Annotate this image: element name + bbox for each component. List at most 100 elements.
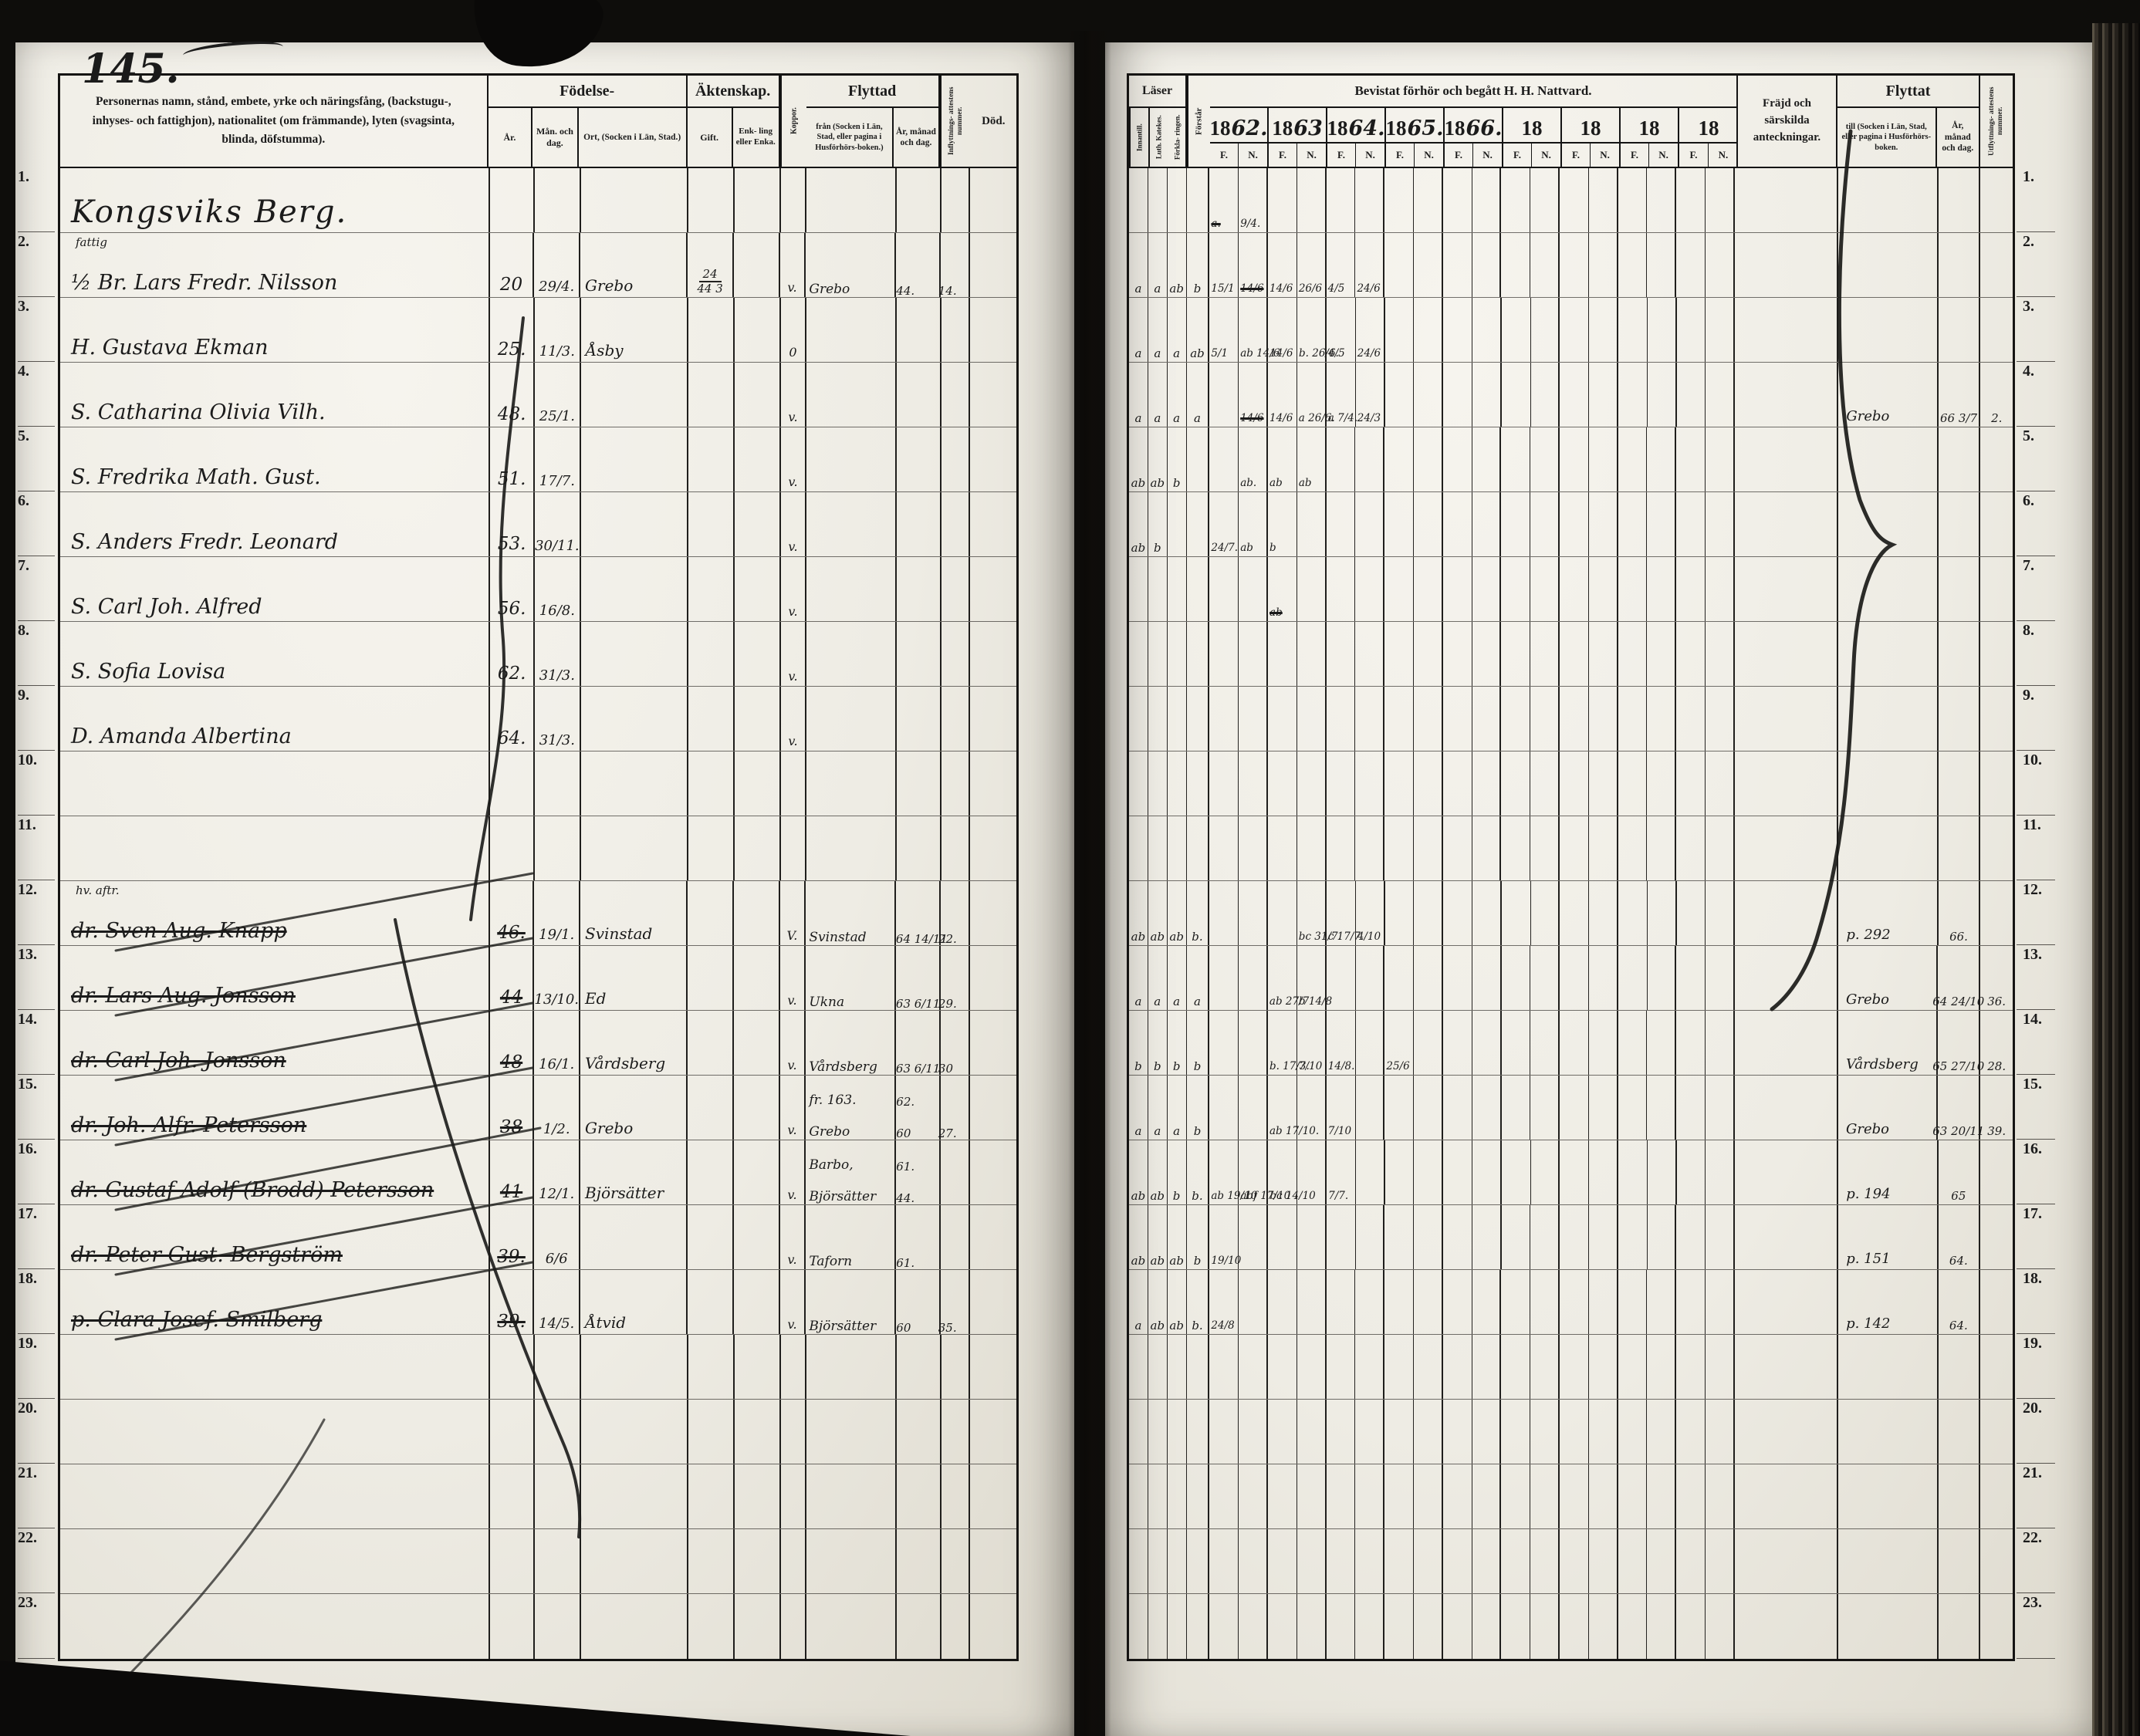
person-name: dr. Gustaf Adolf (Brodd) Petersson [71, 1178, 434, 1202]
reads-mark: a [1168, 298, 1187, 362]
birth-year: 44 [490, 946, 535, 1010]
communion-mark [1530, 1529, 1560, 1593]
reads-mark: b [1168, 427, 1187, 491]
movedin-entry: Björsätter 44. [806, 1173, 969, 1204]
communion-mark: 14/6 [1268, 233, 1297, 297]
communion-mark [1648, 881, 1677, 945]
understands-mark [1187, 168, 1210, 232]
communion-mark [1560, 946, 1589, 1010]
smallpox-mark [781, 168, 807, 232]
table-row: 22. [1129, 1529, 2055, 1594]
smallpox-mark [781, 1529, 807, 1593]
communion-year-col: 18 63 F. N. [1269, 108, 1327, 167]
understands-mark [1187, 1529, 1210, 1593]
communion-mark [1618, 298, 1648, 362]
year-printed: 18 [1209, 117, 1231, 140]
movedout-to-place: p. 142 [1838, 1270, 1939, 1334]
communion-mark [1589, 1400, 1618, 1464]
movedout-cert-number [1980, 492, 2013, 556]
row-number: 23. [2017, 1594, 2055, 1659]
birth-year: 51. [490, 427, 536, 491]
widow-cell [735, 492, 781, 556]
widow-cell [734, 881, 780, 945]
conduct-cell [1735, 1529, 1839, 1593]
col-group-communion-title: Bevistat förhör och begått H. H. Nattvar… [1210, 76, 1736, 108]
understands-mark: b [1187, 233, 1210, 297]
movedin-block: Grebo 44. 14. [806, 233, 971, 298]
row-number: 2. [2017, 233, 2055, 297]
communion-mark [1297, 1400, 1327, 1464]
reads-mark [1168, 1335, 1187, 1399]
communion-mark [1706, 557, 1735, 621]
table-row: 10. [18, 751, 1016, 816]
birth-year: 25. [490, 298, 536, 362]
movedout-cert-number [1980, 622, 2013, 686]
row-number: 2. [18, 233, 55, 297]
communion-mark [1589, 557, 1618, 621]
movedout-to-place: Grebo [1838, 363, 1939, 427]
communion-mark [1502, 1076, 1531, 1140]
movedout-to-place [1838, 233, 1939, 297]
communion-mark [1618, 816, 1648, 880]
communion-mark [1443, 363, 1472, 427]
communion-mark [1706, 233, 1735, 297]
communion-mark [1530, 687, 1560, 751]
widow-cell [735, 622, 781, 686]
person-name: dr. Peter Gust. Bergström [71, 1243, 343, 1267]
communion-mark [1530, 622, 1560, 686]
communion-mark [1647, 1335, 1677, 1399]
communion-mark: 15/1 [1209, 233, 1239, 297]
communion-mark [1472, 687, 1502, 751]
communion-mark [1589, 233, 1618, 297]
fn-label: N. [1600, 149, 1610, 160]
communion-mark [1560, 751, 1589, 816]
communion-mark [1589, 168, 1618, 232]
communion-mark [1706, 1140, 1736, 1204]
reads-mark [1168, 1464, 1187, 1528]
communion-mark: b [1268, 492, 1297, 556]
year-written: 64. [1348, 117, 1385, 140]
conduct-cell [1735, 557, 1839, 621]
birth-monthday [535, 1400, 581, 1464]
name-cell [60, 1400, 491, 1464]
death-cell [970, 1464, 1016, 1528]
movedin-from-place: Vårdsberg [809, 1059, 877, 1076]
movedout-cert-number: 36. [1987, 994, 2006, 1008]
communion-year-col: 18 62. F. N. [1210, 108, 1269, 167]
communion-mark: c 17/7. [1327, 881, 1364, 945]
communion-mark [1268, 1464, 1297, 1528]
movedin-block: Svinstad 64 14/11 22. [806, 881, 971, 945]
communion-mark [1239, 1464, 1269, 1528]
movedout-date: 63 20/11 [1932, 1076, 1984, 1140]
movedout-date [1939, 427, 1981, 491]
movedin-date: 61. [896, 1159, 915, 1174]
row-number: 19. [2017, 1335, 2055, 1399]
table-row: ab ab b ab. ab ab 5. [1129, 427, 2055, 492]
fn-label: F. [1621, 144, 1650, 167]
movedin-from-place: Grebo [809, 282, 850, 298]
communion-mark [1414, 168, 1443, 232]
marriage-cell [688, 1011, 734, 1075]
communion-mark [1268, 1529, 1297, 1593]
row-number: 6. [2017, 492, 2055, 556]
movedout-to-place [1838, 1464, 1939, 1528]
communion-mark [1530, 427, 1560, 491]
marriage-cell [688, 427, 735, 491]
communion-mark: 7/10 [1297, 1011, 1327, 1075]
communion-mark [1501, 622, 1531, 686]
table-row: 3. H. Gustava Ekman 25. 11/3. Åsby 0 [18, 298, 1016, 363]
birth-place [581, 1335, 689, 1399]
reads-mark [1168, 687, 1187, 751]
table-row: 20. [1129, 1400, 2055, 1464]
row-number: 13. [18, 946, 55, 1010]
birth-monthday: 13/10. [534, 946, 581, 1010]
col-header-conduct: Fräjd och särskilda anteckningar. [1738, 76, 1837, 167]
movedout-cert-number [1980, 816, 2013, 880]
birth-place [581, 557, 689, 621]
reads-mark: ab [1168, 881, 1187, 945]
marriage-cell [688, 1076, 734, 1140]
communion-mark [1676, 233, 1706, 297]
reads-mark: b [1148, 1011, 1168, 1075]
communion-mark [1443, 298, 1472, 362]
reads-mark: a [1148, 363, 1168, 427]
